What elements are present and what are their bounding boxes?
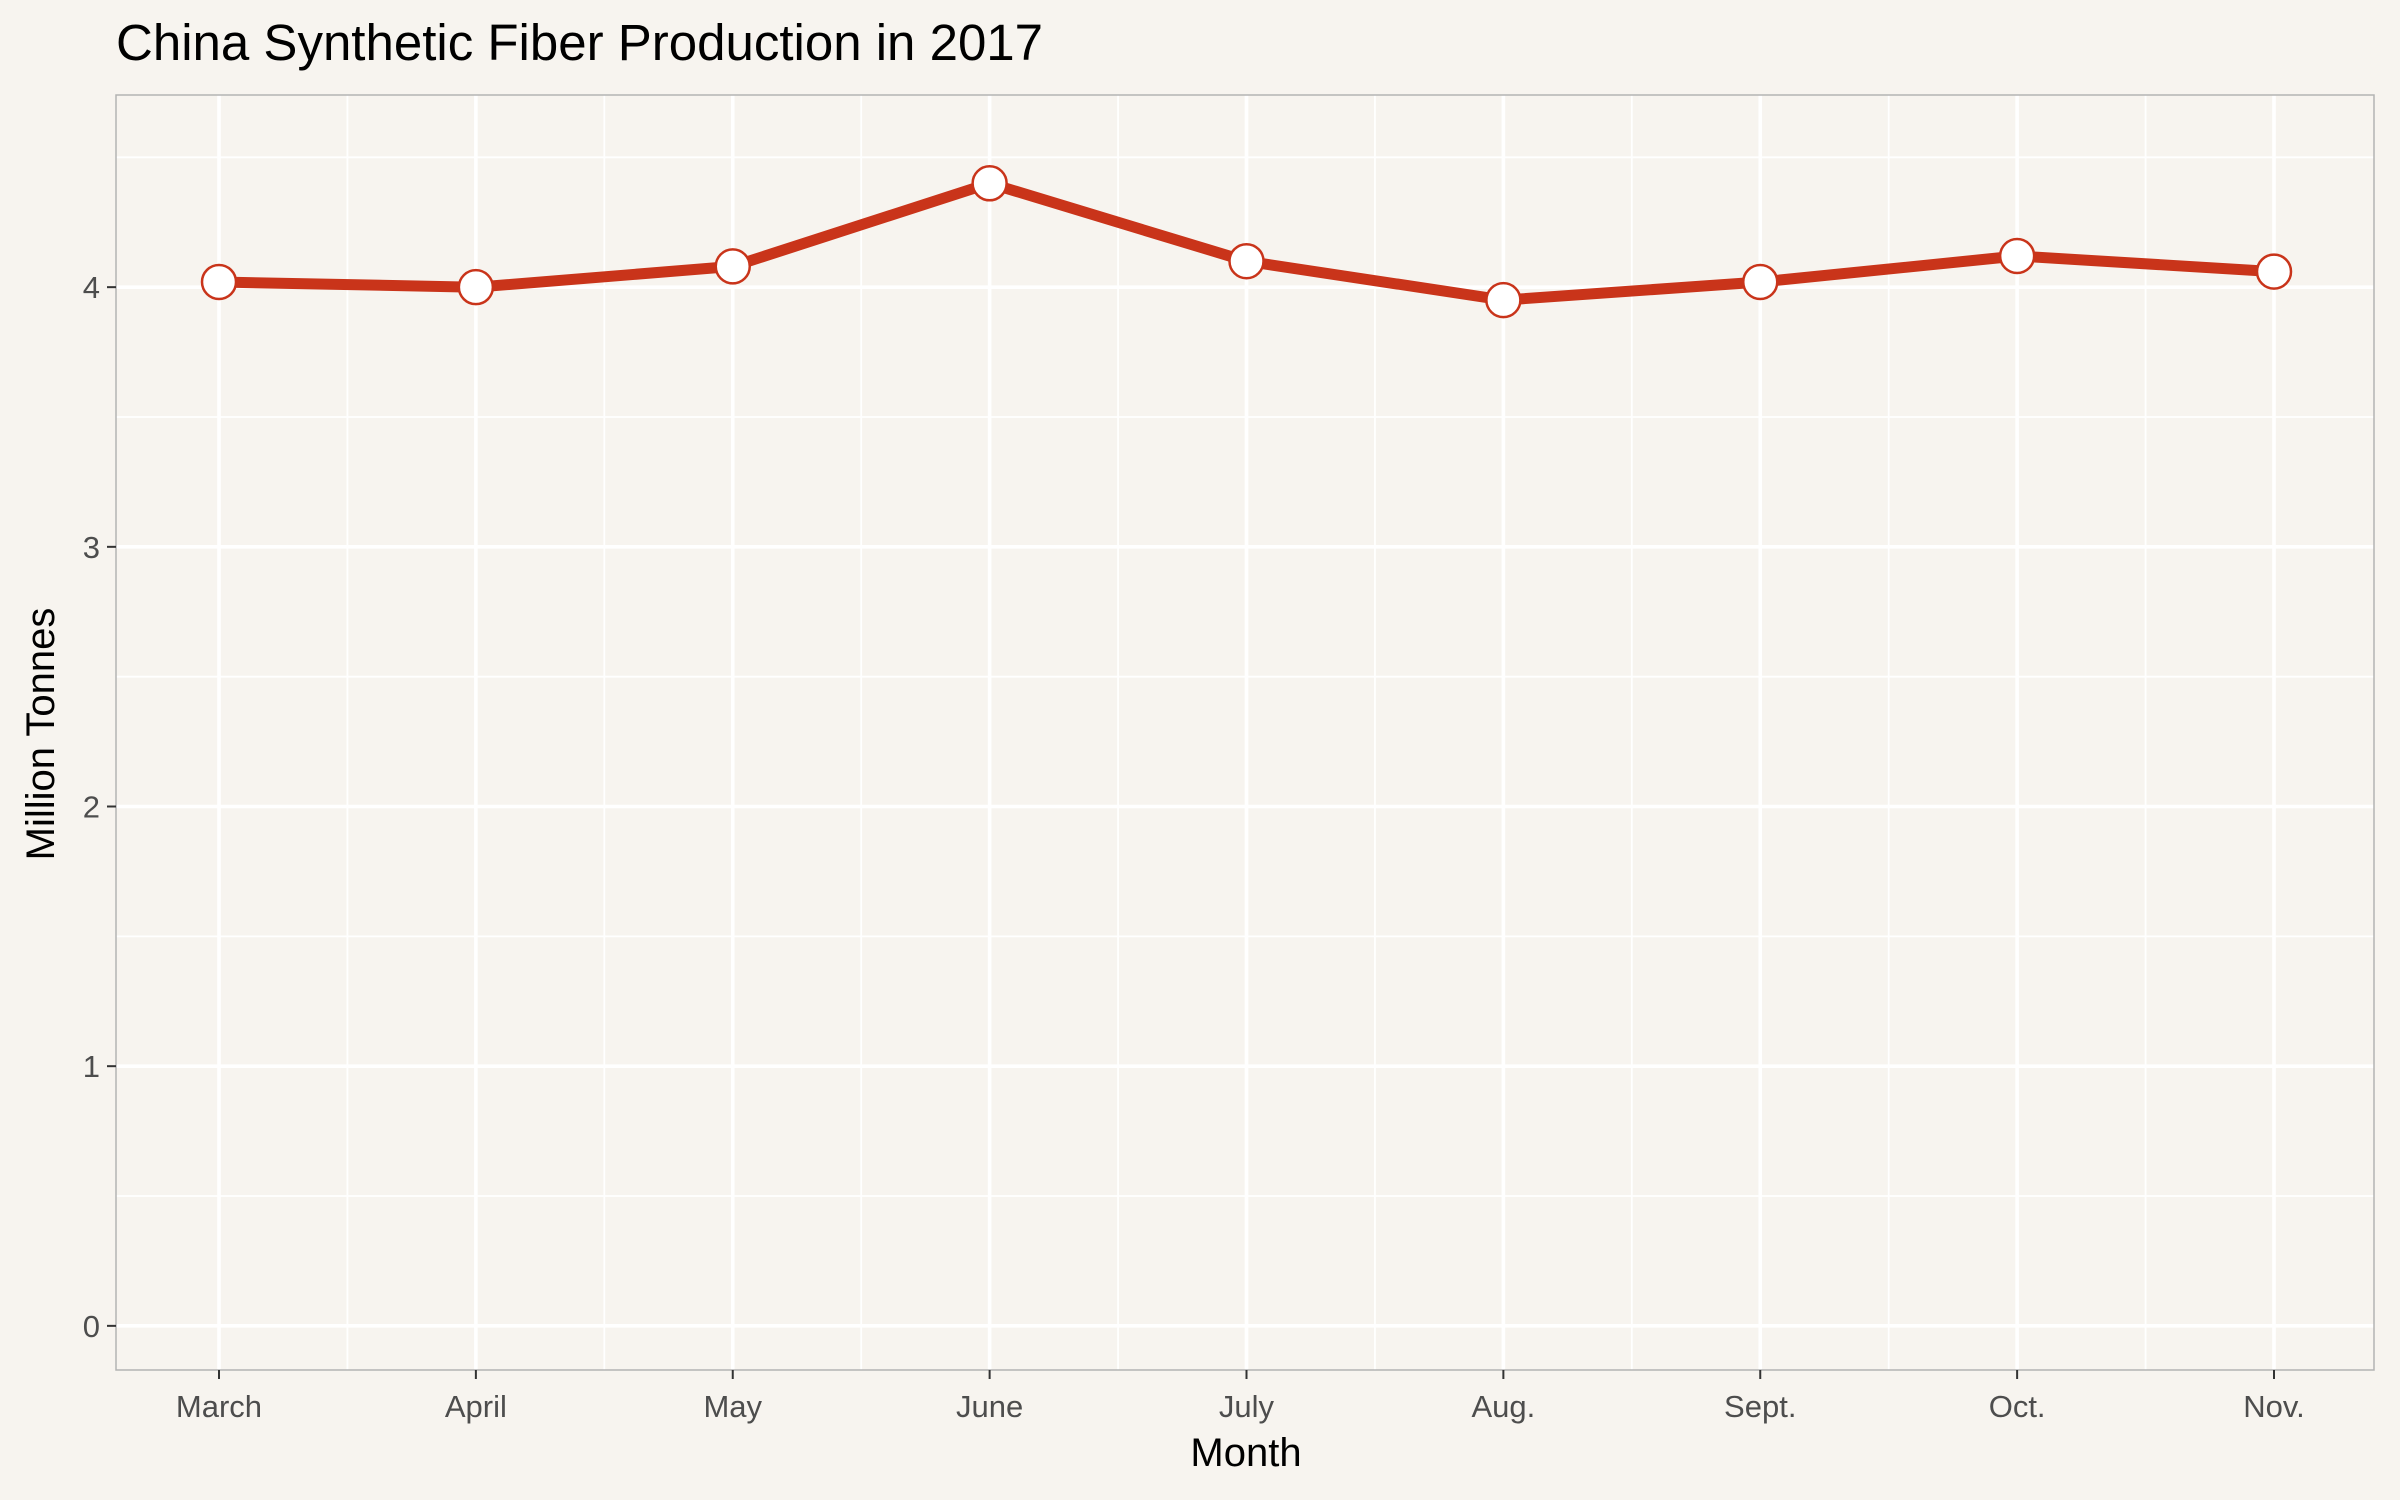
x-axis-title: Month — [1190, 1431, 1301, 1475]
x-tick-label: May — [703, 1389, 762, 1424]
data-point-marker — [1228, 242, 1265, 280]
data-point-marker — [971, 165, 1008, 202]
data-point-marker — [2255, 253, 2293, 290]
x-tick-label: Oct. — [1989, 1389, 2046, 1424]
data-point-marker — [457, 268, 495, 306]
x-tick-label: Nov. — [2243, 1389, 2304, 1424]
x-tick-label: Aug. — [1471, 1389, 1535, 1424]
axes: 0 1 2 3 4 March April May June July Aug. Sept. Oct. N… — [83, 94, 2375, 1424]
chart-title: China Synthetic Fiber Production in 2017 — [116, 14, 1043, 71]
x-tick-label: June — [956, 1389, 1023, 1424]
x-tick-label: Sept. — [1724, 1389, 1796, 1424]
x-tick-label: July — [1219, 1389, 1275, 1424]
x-tick-label: April — [445, 1389, 507, 1424]
data-point-marker — [714, 248, 751, 285]
data-points — [200, 165, 2293, 319]
y-tick-label: 1 — [83, 1049, 100, 1084]
grid-lines — [116, 95, 2374, 1370]
y-tick-label: 4 — [83, 270, 100, 305]
data-point-marker — [1485, 281, 1522, 319]
data-point-marker — [1998, 237, 2036, 275]
y-tick-label: 0 — [83, 1309, 100, 1344]
plot-panel-border — [115, 94, 2375, 1371]
data-point-marker — [200, 263, 238, 301]
y-axis-title: Million Tonnes — [19, 608, 63, 861]
y-tick-label: 3 — [83, 530, 100, 565]
y-tick-label: 2 — [83, 790, 100, 825]
data-point-marker — [1742, 263, 1779, 301]
x-tick-label: March — [176, 1389, 262, 1424]
